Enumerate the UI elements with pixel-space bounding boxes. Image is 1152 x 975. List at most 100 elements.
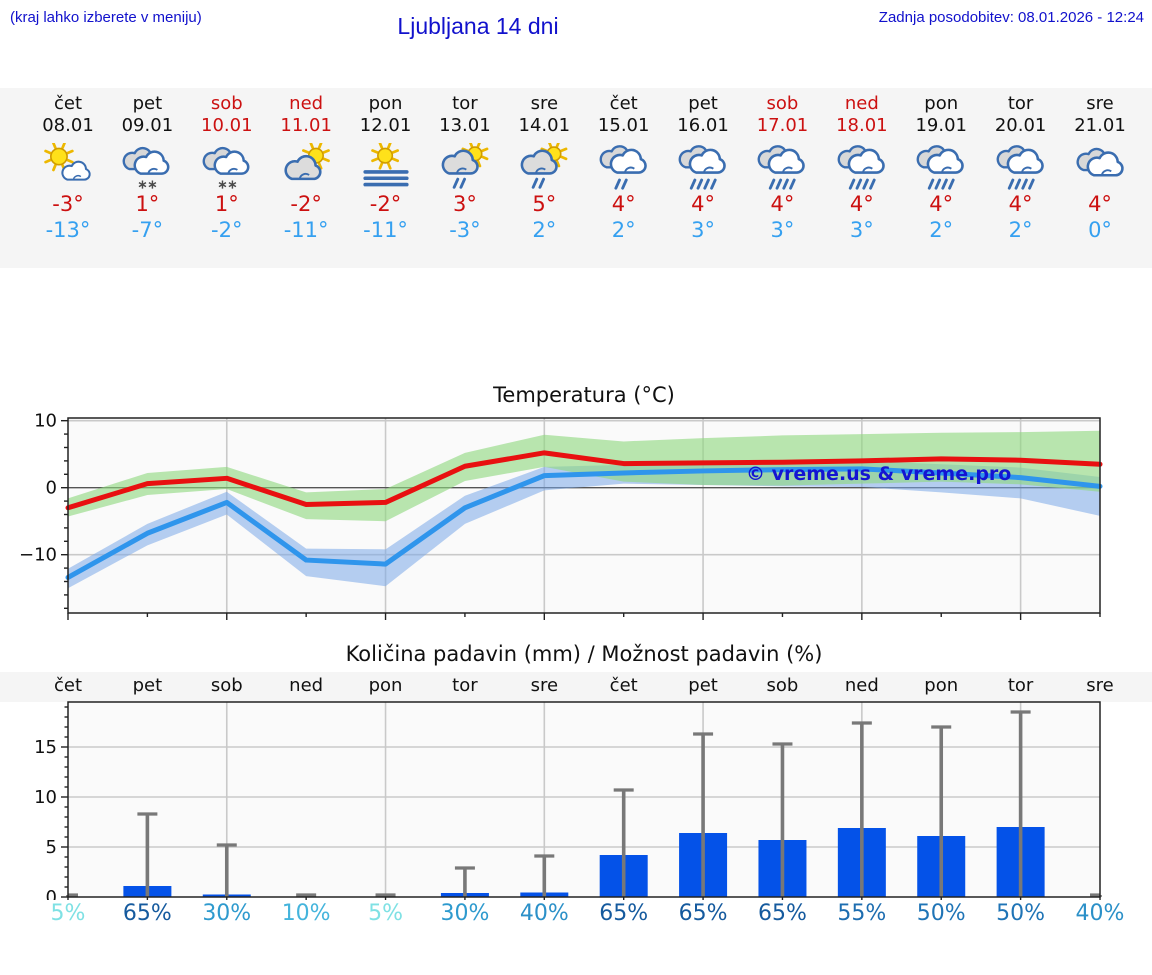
precip-day-label: pon xyxy=(368,675,403,696)
y-tick-label: 5 xyxy=(46,837,57,858)
precip-day-label: tor xyxy=(452,675,478,696)
day-date: 08.01 xyxy=(42,115,94,136)
precipitation-chart: 0 5 10 15 xyxy=(34,701,1102,900)
day-name: tor xyxy=(1007,93,1034,114)
cloudy-icon xyxy=(1076,147,1124,177)
day-column: pon 19.01 4° 2° xyxy=(902,93,980,243)
max-temp: 1° xyxy=(214,192,239,216)
temperature-chart-title: Temperatura (°C) xyxy=(493,383,675,407)
min-temp: -7° xyxy=(131,218,164,242)
day-date: 20.01 xyxy=(994,115,1047,136)
precip-day-label: sob xyxy=(766,675,799,696)
day-name: pet xyxy=(688,93,718,114)
day-column: sre 21.01 4° 0° xyxy=(1061,93,1139,243)
day-column: pet 09.01 1° -7° xyxy=(108,93,186,243)
cloud-sun-icon xyxy=(284,143,331,181)
precip-probability: 50% xyxy=(916,901,966,926)
max-temp: 3° xyxy=(452,192,477,216)
day-date: 18.01 xyxy=(836,115,888,136)
max-temp: 4° xyxy=(1088,192,1112,216)
plot-border xyxy=(67,701,1101,898)
fog-sun-icon xyxy=(362,143,409,187)
min-temp: 3° xyxy=(770,218,795,242)
precip-day-label: sre xyxy=(530,675,559,696)
snow-icon xyxy=(202,146,250,189)
max-temp: 1° xyxy=(135,192,160,216)
day-date: 21.01 xyxy=(1074,115,1126,136)
day-name: pon xyxy=(368,93,403,114)
min-temp: 2° xyxy=(611,218,636,242)
day-name: sob xyxy=(210,93,243,114)
day-date: 09.01 xyxy=(121,115,174,136)
max-temp: -2° xyxy=(369,192,402,216)
day-name: sre xyxy=(530,93,559,114)
forecast-day-strip: čet 08.01 -3° -13° pet 09.01 1° -7° sob 10.01 1° -2… xyxy=(0,88,1152,268)
precip-probability: 65% xyxy=(122,901,172,926)
temperature-chart: 10 0 −10 xyxy=(19,411,1103,620)
day-date: 10.01 xyxy=(201,115,253,136)
min-temp: -13° xyxy=(45,218,91,242)
min-temp: 2° xyxy=(1008,218,1033,242)
precip-day-label: ned xyxy=(289,675,324,696)
precip-probability: 65% xyxy=(758,901,807,926)
rain-icon xyxy=(837,145,885,190)
watermark: © vreme.us & vreme.pro xyxy=(746,463,1012,485)
day-name: tor xyxy=(452,93,478,114)
min-temp: -3° xyxy=(449,218,481,242)
precipitation-day-labels: čet pet sob ned pon tor sre čet pet sob ned pon tor s… xyxy=(0,672,1152,702)
precip-probability: 10% xyxy=(281,901,331,926)
day-date: 12.01 xyxy=(359,115,412,136)
day-column: sob 10.01 1° -2° xyxy=(188,93,266,243)
day-column: ned 18.01 4° 3° xyxy=(823,93,901,243)
precip-day-label: ned xyxy=(844,675,879,696)
day-date: 14.01 xyxy=(518,115,571,136)
precip-probability: 65% xyxy=(678,901,728,926)
y-tick-label: 10 xyxy=(34,787,57,808)
max-temp: 4° xyxy=(691,192,715,216)
y-tick-label: 0 xyxy=(46,887,57,900)
rain-icon xyxy=(996,145,1044,190)
min-temp: -11° xyxy=(283,218,329,242)
day-date: 19.01 xyxy=(915,115,967,136)
min-temp: -11° xyxy=(363,218,408,242)
day-date: 17.01 xyxy=(756,115,809,136)
day-name: čet xyxy=(609,93,638,114)
min-temp: -2° xyxy=(211,218,243,242)
precip-probability: 30% xyxy=(440,901,490,926)
precip-probability: 65% xyxy=(599,901,649,926)
rain-light-icon xyxy=(599,145,647,190)
min-temp-line xyxy=(65,466,1103,580)
min-temp: 0° xyxy=(1088,218,1112,242)
precip-probability: 5% xyxy=(368,901,403,926)
min-temp: 3° xyxy=(691,218,715,242)
precip-day-label: tor xyxy=(1007,675,1034,696)
precipitation-probability-row: 5% 65% 30% 10% 5% 30% 40% 65% 65% 65% 55% 50% 50% 40% xyxy=(0,901,1152,935)
precip-probability: 40% xyxy=(519,901,569,926)
day-column: ned 11.01 -2° -11° xyxy=(267,93,345,243)
y-tick-label: 15 xyxy=(34,737,57,758)
sun-rain-icon xyxy=(441,143,489,189)
day-name: sre xyxy=(1086,93,1114,114)
precip-day-label: čet xyxy=(609,675,638,696)
y-tick-label: −10 xyxy=(19,545,57,566)
day-name: ned xyxy=(844,93,879,114)
max-temp: 4° xyxy=(770,192,795,216)
y-tick-label: 10 xyxy=(34,411,57,432)
day-name: ned xyxy=(289,93,324,114)
plot-border xyxy=(67,417,1101,614)
min-temp: 2° xyxy=(929,218,954,242)
day-column: sre 14.01 5° 2° xyxy=(505,93,583,243)
rain-icon xyxy=(916,145,965,190)
last-updated-text: Zadnja posodobitev: 08.01.2026 - 12:24 xyxy=(878,9,1144,26)
day-name: pet xyxy=(132,93,163,114)
day-name: pon xyxy=(924,93,959,114)
snow-icon xyxy=(122,146,170,189)
day-column: čet 08.01 -3° -13° xyxy=(29,93,107,243)
day-name: sob xyxy=(766,93,799,114)
precip-probability: 5% xyxy=(50,901,86,926)
precip-probability: 30% xyxy=(202,901,252,926)
sun-cloud-icon xyxy=(44,143,91,181)
day-column: pet 16.01 4° 3° xyxy=(664,93,742,243)
precip-probability: 40% xyxy=(1075,901,1125,926)
min-temp: 2° xyxy=(532,218,557,242)
